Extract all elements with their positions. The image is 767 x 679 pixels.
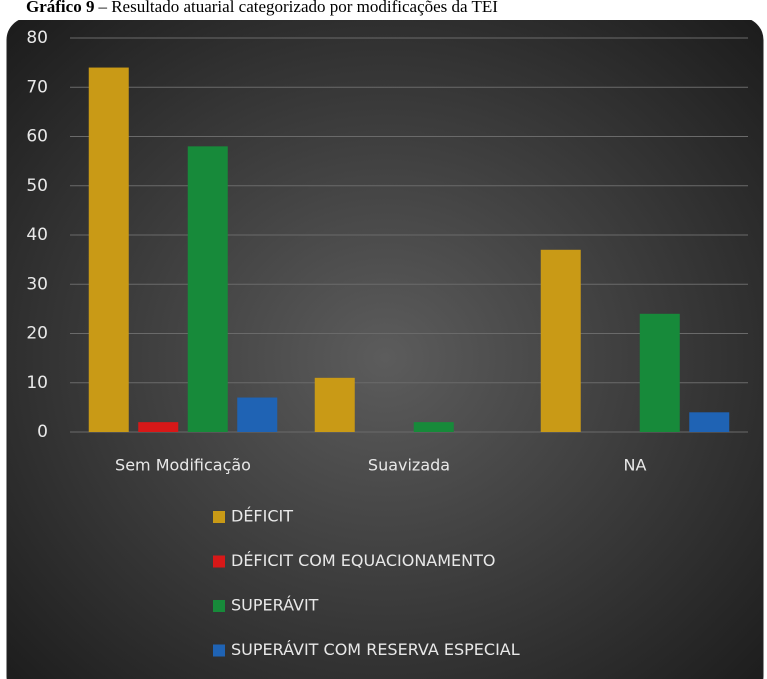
bar (540, 249, 581, 432)
bar (689, 412, 730, 432)
legend-swatch (213, 600, 225, 612)
legend-label: SUPERÁVIT COM RESERVA ESPECIAL (231, 640, 520, 659)
y-tick-label: 40 (26, 225, 48, 245)
legend-label: SUPERÁVIT (231, 596, 319, 615)
x-tick-label: NA (624, 456, 647, 475)
legend-swatch (213, 644, 225, 657)
legend-label: DÉFICIT (231, 507, 293, 526)
y-tick-label: 50 (26, 176, 48, 196)
x-tick-label: Sem Modificação (115, 456, 251, 475)
bar (237, 397, 278, 432)
y-tick-label: 60 (26, 127, 48, 147)
bar (88, 67, 129, 433)
bar (138, 422, 179, 432)
chart-title: Gráfico 9– Resultado atuarial categoriza… (26, 0, 498, 16)
bar (413, 422, 454, 432)
y-tick-label: 70 (26, 77, 48, 97)
bar (639, 313, 680, 432)
y-tick-label: 0 (37, 422, 48, 442)
bar (187, 146, 228, 432)
legend-label: DÉFICIT COM EQUACIONAMENTO (231, 551, 495, 570)
x-tick-label: Suavizada (368, 456, 450, 475)
title-background (0, 0, 767, 20)
y-tick-label: 80 (26, 28, 48, 48)
bar (314, 377, 355, 432)
title-label: Gráfico 9 (26, 0, 94, 16)
title-text: – Resultado atuarial categorizado por mo… (97, 0, 498, 16)
y-tick-label: 10 (26, 373, 48, 393)
legend-swatch (213, 555, 225, 568)
y-tick-label: 20 (26, 324, 48, 344)
legend-swatch (213, 511, 225, 523)
y-tick-label: 30 (26, 274, 48, 294)
